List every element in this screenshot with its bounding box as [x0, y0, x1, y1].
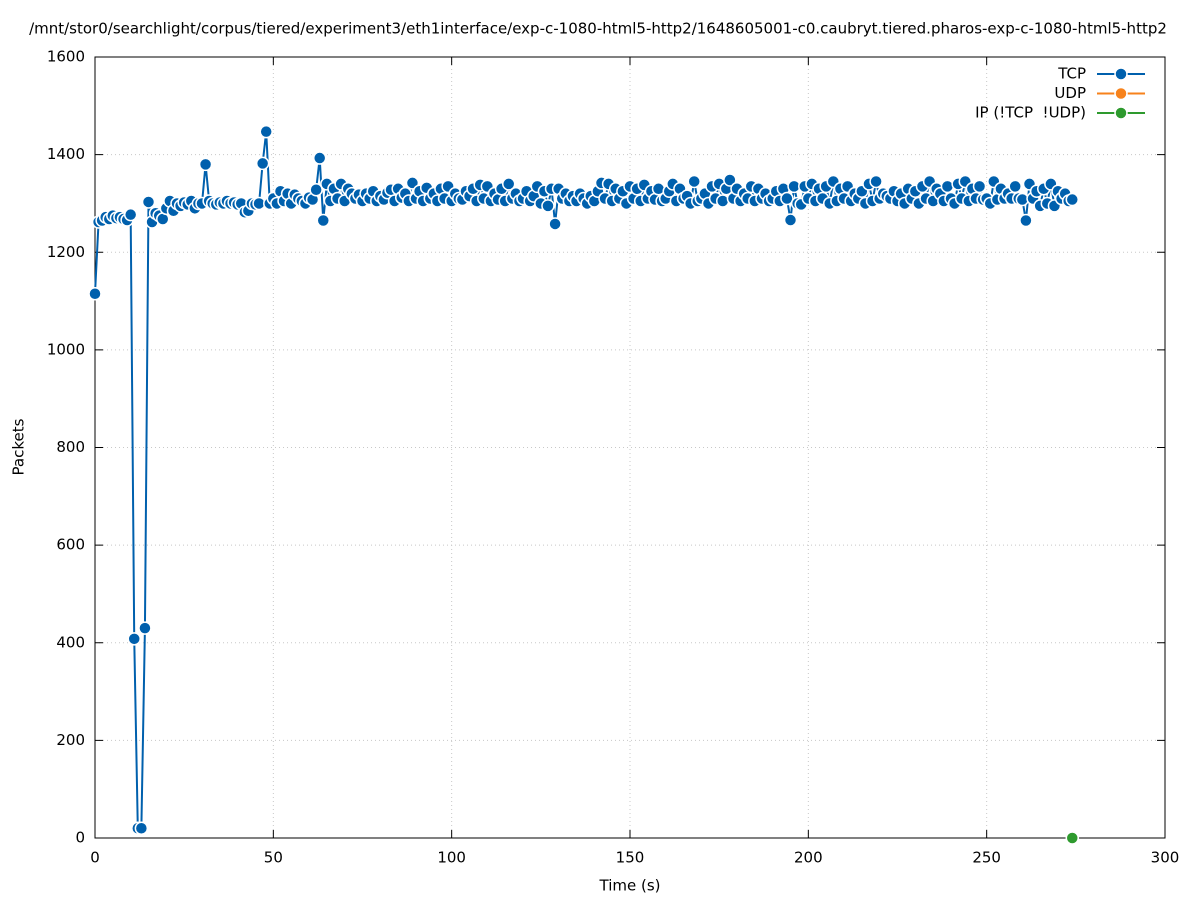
x-tick-label: 200	[794, 849, 823, 867]
legend-marker	[1114, 67, 1128, 81]
y-tick-label: 1200	[47, 243, 85, 261]
data-point	[1008, 179, 1022, 194]
data-point	[309, 183, 323, 197]
x-tick-label: 300	[1151, 849, 1180, 867]
data-point	[501, 177, 516, 191]
y-tick-label: 0	[75, 829, 85, 847]
data-point	[687, 174, 701, 189]
y-axis-label: Packets	[10, 418, 28, 475]
data-point	[141, 195, 156, 209]
y-tick-label: 800	[56, 438, 85, 456]
data-point	[259, 124, 273, 139]
x-tick-label: 150	[616, 849, 645, 867]
y-tick-label: 1600	[47, 48, 85, 66]
data-point	[548, 217, 562, 231]
y-tick-label: 600	[56, 536, 85, 554]
data-point	[198, 157, 213, 172]
chart-title: /mnt/stor0/searchlight/corpus/tiered/exp…	[29, 20, 1167, 38]
data-point	[780, 191, 794, 206]
x-tick-label: 100	[437, 849, 466, 867]
legend-label: IP (!TCP !UDP)	[975, 104, 1086, 122]
y-tick-label: 1400	[47, 145, 85, 163]
data-point	[127, 632, 141, 646]
data-point	[541, 199, 555, 213]
legend-label: TCP	[1057, 65, 1086, 83]
data-point	[316, 213, 331, 228]
x-tick-label: 250	[972, 849, 1001, 867]
data-point	[1065, 192, 1080, 207]
y-tick-label: 1000	[47, 340, 85, 358]
legend-marker	[1114, 106, 1128, 120]
data-point	[312, 151, 327, 165]
data-point	[972, 179, 987, 194]
data-point	[88, 286, 102, 301]
data-point	[134, 821, 149, 835]
x-axis-label: Time (s)	[599, 877, 661, 895]
data-point	[783, 213, 798, 227]
data-point	[1019, 213, 1033, 228]
x-tick-label: 50	[264, 849, 283, 867]
data-point	[123, 207, 138, 222]
y-tick-label: 200	[56, 731, 85, 749]
legend-marker	[1114, 86, 1128, 101]
plot-border	[94, 56, 1166, 839]
data-point	[1065, 831, 1080, 845]
legend-label: UDP	[1054, 84, 1086, 102]
x-tick-label: 0	[90, 849, 100, 867]
data-point	[138, 621, 152, 635]
data-point	[869, 174, 883, 189]
data-point	[723, 173, 737, 187]
data-point	[255, 156, 270, 171]
y-tick-label: 400	[56, 633, 85, 651]
